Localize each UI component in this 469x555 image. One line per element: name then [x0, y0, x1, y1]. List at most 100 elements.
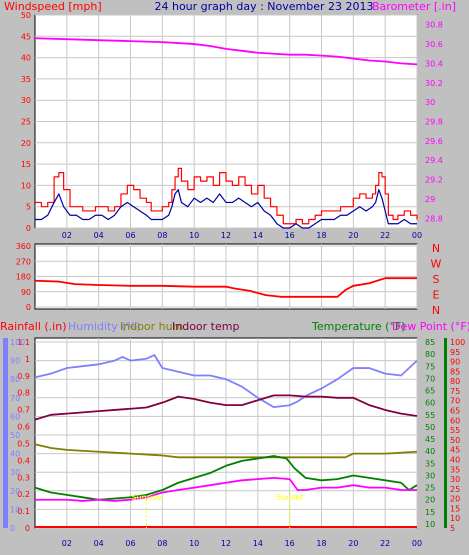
barometer-tick-label: 30.2 [425, 79, 443, 88]
rain-tick-label: 0.1 [17, 507, 30, 516]
wind-tick-label: 5 [26, 203, 31, 212]
indoor-hum-label: Indoor hum [120, 320, 183, 333]
dew-point-tick-label: 5 [450, 524, 455, 533]
indoor-temp-label: Indoor temp [172, 320, 239, 333]
humidity-label: Humidity (%) [68, 320, 140, 333]
barometer-tick-label: 29.6 [425, 137, 443, 146]
compass-label: S [433, 273, 440, 286]
x-tick-label: 04 [94, 231, 104, 240]
temperature-label: Temperature (°F) [311, 320, 406, 333]
humidity-tick-label: 0 [10, 524, 15, 533]
humidity-axis-bar [3, 338, 8, 528]
barometer-tick-label: 30.4 [425, 59, 443, 68]
wind-tick-label: 0 [26, 224, 31, 233]
dew-point-tick-label: 85 [450, 367, 460, 376]
humidity-tick-label: 20 [10, 487, 20, 496]
rain-tick-label: 0.3 [17, 473, 30, 482]
barometer-tick-label: 29.2 [425, 176, 443, 185]
x-tick-label: 20 [348, 231, 358, 240]
barometer-tick-label: 30.8 [425, 21, 443, 30]
temperature-tick-label: 85 [425, 338, 435, 347]
temperature-tick-label: 25 [425, 484, 435, 493]
wind-tick-label: 25 [21, 118, 31, 127]
indoor-hum-line [34, 443, 418, 459]
x-tick-label: 08 [157, 231, 167, 240]
temperature-tick-label: 65 [425, 387, 435, 396]
x-tick-label: 16 [285, 539, 295, 548]
indoor-temp-line [34, 394, 418, 421]
x-tick-label: 10 [189, 231, 199, 240]
dew-point-tick-label: 65 [450, 407, 460, 416]
rain-tick-label: 0 [25, 524, 30, 533]
dew-point-tick-label: 20 [450, 495, 460, 504]
wind-axis-label: Windspeed [mph] [4, 0, 102, 13]
direction-tick-label: 0 [26, 303, 31, 312]
rainfall-label: Rainfall (.in) [0, 320, 67, 333]
temperature-axis-bar [444, 338, 447, 528]
rain-tick-label: 1.1 [17, 338, 30, 347]
dew-point-tick-label: 100 [450, 338, 465, 347]
direction-tick-label: 360 [16, 242, 31, 251]
x-tick-label: 20 [348, 539, 358, 548]
wind-average-line [35, 189, 417, 229]
x-tick-label: 10 [189, 539, 199, 548]
x-tick-label: 12 [221, 231, 231, 240]
x-tick-label: 06 [125, 231, 135, 240]
barometer-line [34, 37, 418, 66]
humidity-tick-label: 50 [10, 431, 20, 440]
direction-tick-label: 270 [16, 257, 31, 266]
temperature-tick-label: 20 [425, 496, 435, 505]
wind-tick-label: 40 [21, 54, 31, 63]
wind-gust-line [35, 167, 418, 225]
x-tick-label: 16 [285, 231, 295, 240]
rain-tick-label: 0.4 [17, 456, 30, 465]
humidity-tick-label: 40 [10, 450, 20, 459]
temperature-tick-label: 30 [425, 471, 435, 480]
wind-tick-label: 50 [21, 11, 31, 20]
dew-point-tick-label: 50 [450, 436, 460, 445]
wind-tick-label: 10 [21, 181, 31, 190]
dew-point-tick-label: 30 [450, 475, 460, 484]
x-tick-label: 12 [221, 539, 231, 548]
x-tick-label: 22 [380, 539, 390, 548]
x-tick-label: 14 [253, 539, 263, 548]
dew-point-tick-label: 10 [450, 514, 460, 523]
dew-point-tick-label: 90 [450, 358, 460, 367]
dew-point-tick-label: 55 [450, 426, 460, 435]
barometer-tick-label: 30.6 [425, 40, 443, 49]
rain-tick-label: 0.8 [17, 389, 30, 398]
temperature-tick-label: 15 [425, 508, 435, 517]
dew-point-tick-label: 60 [450, 416, 460, 425]
rain-tick-label: 0.6 [17, 423, 30, 432]
dew-point-tick-label: 80 [450, 377, 460, 386]
wind-tick-label: 15 [21, 160, 31, 169]
wind-direction-line [34, 277, 417, 298]
x-tick-label: 08 [157, 539, 167, 548]
chart-title: 24 hour graph day : November 23 2013 [154, 0, 373, 13]
barometer-tick-label: 28.8 [425, 214, 443, 223]
x-tick-label: 18 [316, 231, 326, 240]
humidity-tick-label: 30 [10, 468, 20, 477]
dew-point-label: Dew Point (°F) [392, 320, 469, 333]
dew-point-tick-label: 45 [450, 446, 460, 455]
rain-tick-label: 0.5 [17, 439, 30, 448]
humidity-tick-label: 60 [10, 412, 20, 421]
barometer-tick-label: 30 [425, 98, 435, 107]
dew-point-tick-label: 75 [450, 387, 460, 396]
direction-tick-label: 180 [16, 273, 31, 282]
dew-point-tick-label: 35 [450, 465, 460, 474]
x-tick-label: 02 [62, 231, 72, 240]
temperature-tick-label: 55 [425, 411, 435, 420]
dew-point-tick-label: 40 [450, 455, 460, 464]
rain-tick-label: 0.9 [17, 372, 30, 381]
sunset-label: Sunset [276, 493, 303, 502]
barometer-tick-label: 29.4 [425, 156, 443, 165]
temperature-tick-label: 40 [425, 447, 435, 456]
temperature-tick-label: 50 [425, 423, 435, 432]
dew-point-line [35, 476, 417, 502]
temperature-tick-label: 80 [425, 350, 435, 359]
barometer-tick-label: 29 [425, 195, 435, 204]
barometer-tick-label: 29.8 [425, 118, 443, 127]
dew-point-tick-label: 95 [450, 348, 460, 357]
